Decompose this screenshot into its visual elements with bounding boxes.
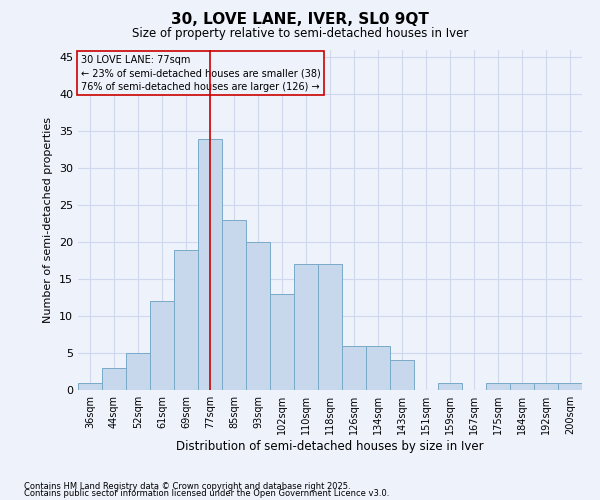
- Bar: [390, 360, 414, 390]
- Bar: [438, 382, 462, 390]
- X-axis label: Distribution of semi-detached houses by size in Iver: Distribution of semi-detached houses by …: [176, 440, 484, 453]
- Bar: [198, 138, 222, 390]
- Bar: [558, 382, 582, 390]
- Bar: [246, 242, 270, 390]
- Text: Size of property relative to semi-detached houses in Iver: Size of property relative to semi-detach…: [132, 28, 468, 40]
- Bar: [150, 302, 174, 390]
- Bar: [222, 220, 246, 390]
- Bar: [294, 264, 318, 390]
- Bar: [318, 264, 342, 390]
- Bar: [174, 250, 198, 390]
- Bar: [102, 368, 126, 390]
- Bar: [126, 353, 150, 390]
- Text: 30, LOVE LANE, IVER, SL0 9QT: 30, LOVE LANE, IVER, SL0 9QT: [171, 12, 429, 28]
- Bar: [270, 294, 294, 390]
- Text: Contains HM Land Registry data © Crown copyright and database right 2025.: Contains HM Land Registry data © Crown c…: [24, 482, 350, 491]
- Bar: [486, 382, 510, 390]
- Bar: [366, 346, 390, 390]
- Bar: [78, 382, 102, 390]
- Bar: [534, 382, 558, 390]
- Bar: [510, 382, 534, 390]
- Text: 30 LOVE LANE: 77sqm
← 23% of semi-detached houses are smaller (38)
76% of semi-d: 30 LOVE LANE: 77sqm ← 23% of semi-detach…: [80, 55, 320, 92]
- Bar: [342, 346, 366, 390]
- Text: Contains public sector information licensed under the Open Government Licence v3: Contains public sector information licen…: [24, 490, 389, 498]
- Y-axis label: Number of semi-detached properties: Number of semi-detached properties: [43, 117, 53, 323]
